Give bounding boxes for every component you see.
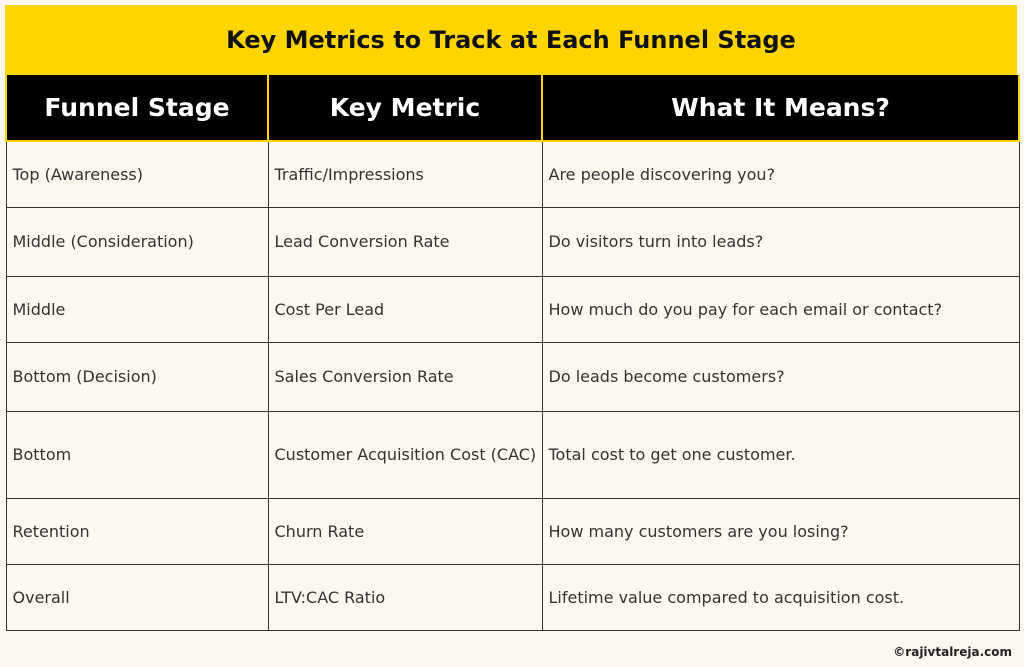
funnel-stage-cell: Bottom (Decision) — [5, 341, 269, 412]
table-row: Retention Churn Rate How many customers … — [5, 497, 1020, 565]
copyright-text: ©rajivtalreja.com — [893, 645, 1012, 659]
key-metric-cell: Traffic/Impressions — [267, 140, 543, 208]
column-header-what-it-means: What It Means? — [541, 75, 1020, 142]
table-row: Overall LTV:CAC Ratio Lifetime value com… — [5, 563, 1020, 631]
key-metric-cell: Customer Acquisition Cost (CAC) — [267, 410, 543, 499]
meaning-cell: Total cost to get one customer. — [541, 410, 1020, 499]
table-row: Middle (Consideration) Lead Conversion R… — [5, 206, 1020, 277]
table-row: Top (Awareness) Traffic/Impressions Are … — [5, 140, 1020, 208]
funnel-stage-cell: Bottom — [5, 410, 269, 499]
funnel-stage-cell: Overall — [5, 563, 269, 631]
key-metric-cell: Cost Per Lead — [267, 275, 543, 343]
meaning-cell: Do leads become customers? — [541, 341, 1020, 412]
metrics-table: Funnel Stage Key Metric What It Means? T… — [5, 75, 1020, 631]
meaning-cell: Lifetime value compared to acquisition c… — [541, 563, 1020, 631]
key-metric-cell: LTV:CAC Ratio — [267, 563, 543, 631]
table-row: Middle Cost Per Lead How much do you pay… — [5, 275, 1020, 343]
key-metric-cell: Sales Conversion Rate — [267, 341, 543, 412]
funnel-stage-cell: Retention — [5, 497, 269, 565]
key-metric-cell: Churn Rate — [267, 497, 543, 565]
table-row: Bottom (Decision) Sales Conversion Rate … — [5, 341, 1020, 412]
meaning-cell: How much do you pay for each email or co… — [541, 275, 1020, 343]
key-metric-cell: Lead Conversion Rate — [267, 206, 543, 277]
table-header-row: Funnel Stage Key Metric What It Means? — [5, 75, 1020, 142]
page-title: Key Metrics to Track at Each Funnel Stag… — [5, 5, 1017, 75]
funnel-stage-cell: Top (Awareness) — [5, 140, 269, 208]
meaning-cell: How many customers are you losing? — [541, 497, 1020, 565]
meaning-cell: Are people discovering you? — [541, 140, 1020, 208]
funnel-stage-cell: Middle — [5, 275, 269, 343]
meaning-cell: Do visitors turn into leads? — [541, 206, 1020, 277]
funnel-stage-cell: Middle (Consideration) — [5, 206, 269, 277]
column-header-funnel-stage: Funnel Stage — [5, 75, 269, 142]
column-header-key-metric: Key Metric — [267, 75, 543, 142]
table-row: Bottom Customer Acquisition Cost (CAC) T… — [5, 410, 1020, 499]
